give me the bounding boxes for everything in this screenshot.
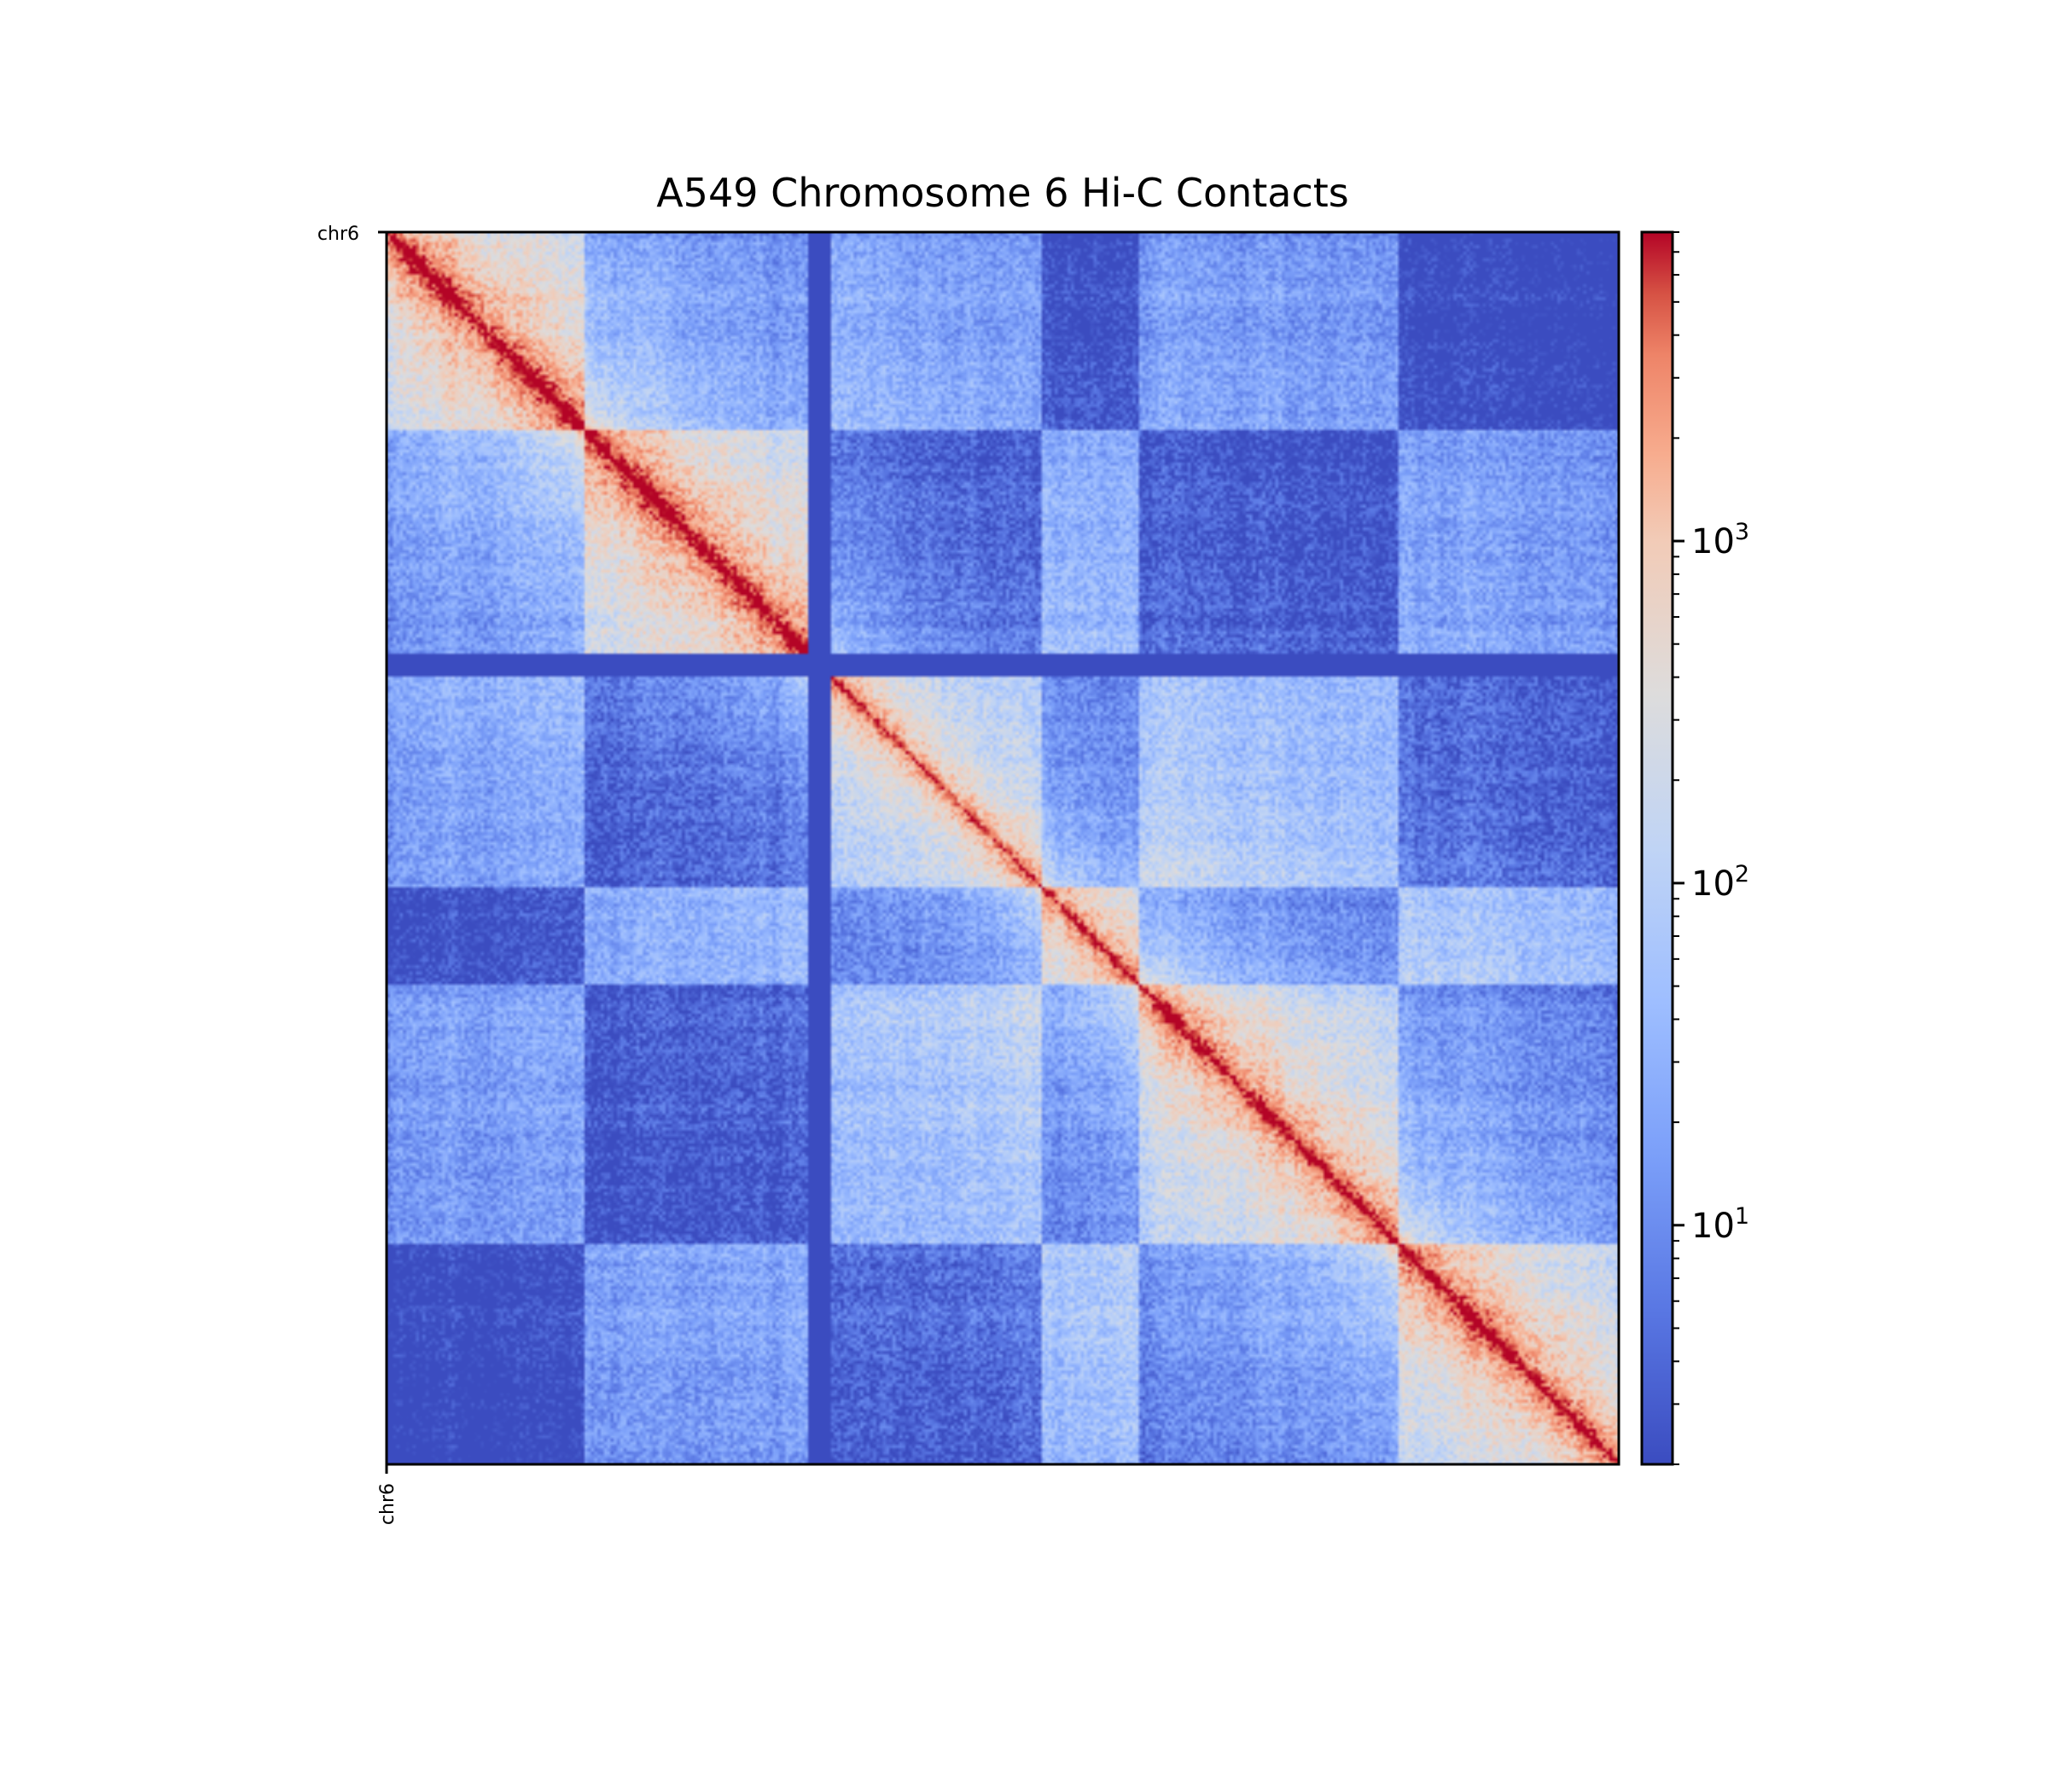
- y-tick-label: chr6: [317, 224, 359, 245]
- colorbar-minor-ticks: [1673, 231, 1679, 1465]
- colorbar-tick-label: 101: [1691, 1203, 1749, 1246]
- contact-matrix-heatmap: [387, 232, 1619, 1464]
- colorbar-gradient: [1640, 230, 1674, 1466]
- chart-title: A549 Chromosome 6 Hi-C Contacts: [656, 170, 1349, 216]
- heatmap-frame: [385, 230, 1620, 1466]
- colorbar-tick-label: 102: [1691, 861, 1749, 904]
- heatmap-panel: [385, 230, 1620, 1466]
- colorbar-major-ticks: 101 102 103: [1673, 519, 1749, 1246]
- x-axis: chr6: [377, 1464, 399, 1525]
- x-tick-label: chr6: [377, 1483, 399, 1525]
- colorbar: 101 102 103: [1640, 230, 1749, 1466]
- y-axis: chr6: [317, 224, 387, 245]
- colorbar-tick-label: 103: [1691, 519, 1749, 561]
